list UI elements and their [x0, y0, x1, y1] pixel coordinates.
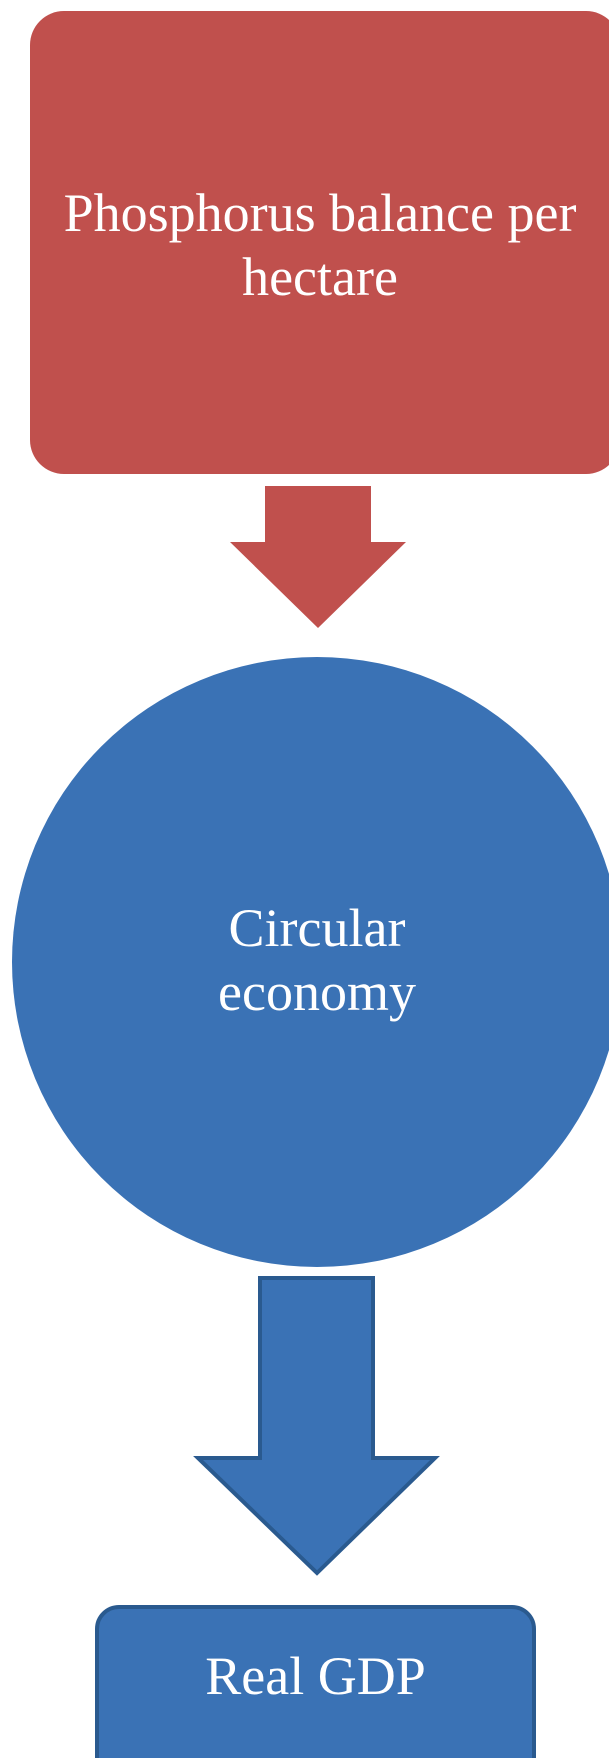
arrow-down [193, 1276, 440, 1576]
node-label: Circular economy [218, 898, 416, 1022]
arrow-down [230, 486, 406, 628]
target-box [95, 1605, 536, 1758]
node-label: Phosphorus balance per hectare [63, 183, 577, 307]
middle-circle [12, 657, 609, 1267]
source-box [30, 11, 609, 474]
node-label: Real GDP [205, 1646, 426, 1706]
